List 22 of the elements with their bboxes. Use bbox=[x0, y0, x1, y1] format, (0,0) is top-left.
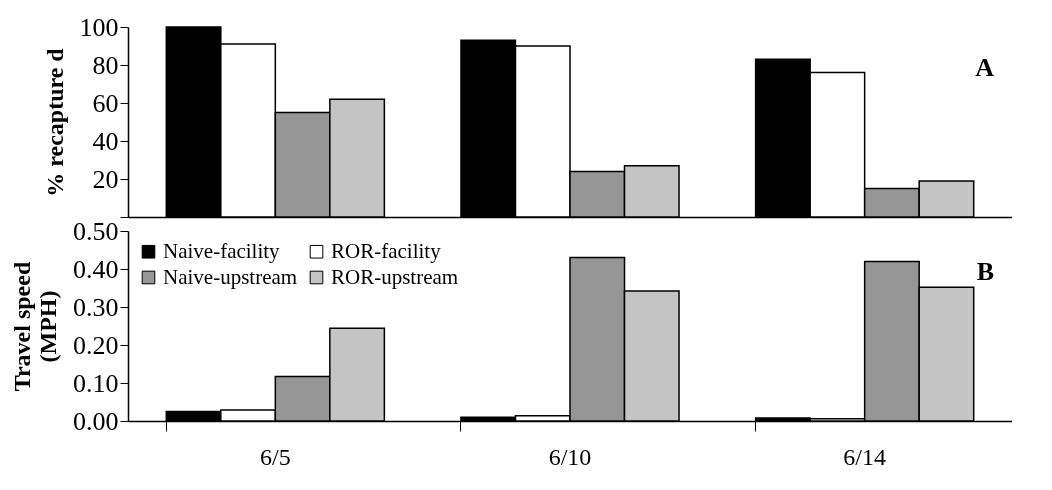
legend-label: Naive-facility bbox=[163, 238, 281, 263]
legend-label: Naive-upstream bbox=[163, 264, 298, 289]
y-tick-label: 0.10 bbox=[73, 368, 119, 398]
y-tick-label: 60 bbox=[92, 88, 119, 118]
y-tick-label: 0.50 bbox=[73, 216, 119, 246]
x-tick-label: 6/5 bbox=[260, 443, 291, 470]
y-axis-title: Travel speed (MPH) bbox=[9, 261, 61, 392]
y-tick-label: 0.20 bbox=[73, 330, 119, 360]
annotation: B bbox=[976, 257, 994, 286]
y-tick-label: 0.30 bbox=[73, 292, 119, 322]
y-axis-title: % recapture d bbox=[41, 47, 68, 197]
y-tick-label: 0.00 bbox=[73, 406, 119, 436]
x-tick-label: 6/10 bbox=[548, 443, 592, 470]
legend-label: ROR-facility bbox=[331, 238, 442, 263]
y-tick-label: 0.40 bbox=[73, 254, 119, 284]
x-tick-label: 6/14 bbox=[843, 443, 886, 470]
y-tick-label: 40 bbox=[92, 126, 119, 156]
y-tick-label: 80 bbox=[92, 50, 119, 80]
annotation: A bbox=[975, 53, 995, 82]
legend-label: ROR-upstream bbox=[331, 264, 459, 289]
y-tick-label: 20 bbox=[92, 164, 119, 194]
y-tick-label: 100 bbox=[79, 12, 119, 42]
